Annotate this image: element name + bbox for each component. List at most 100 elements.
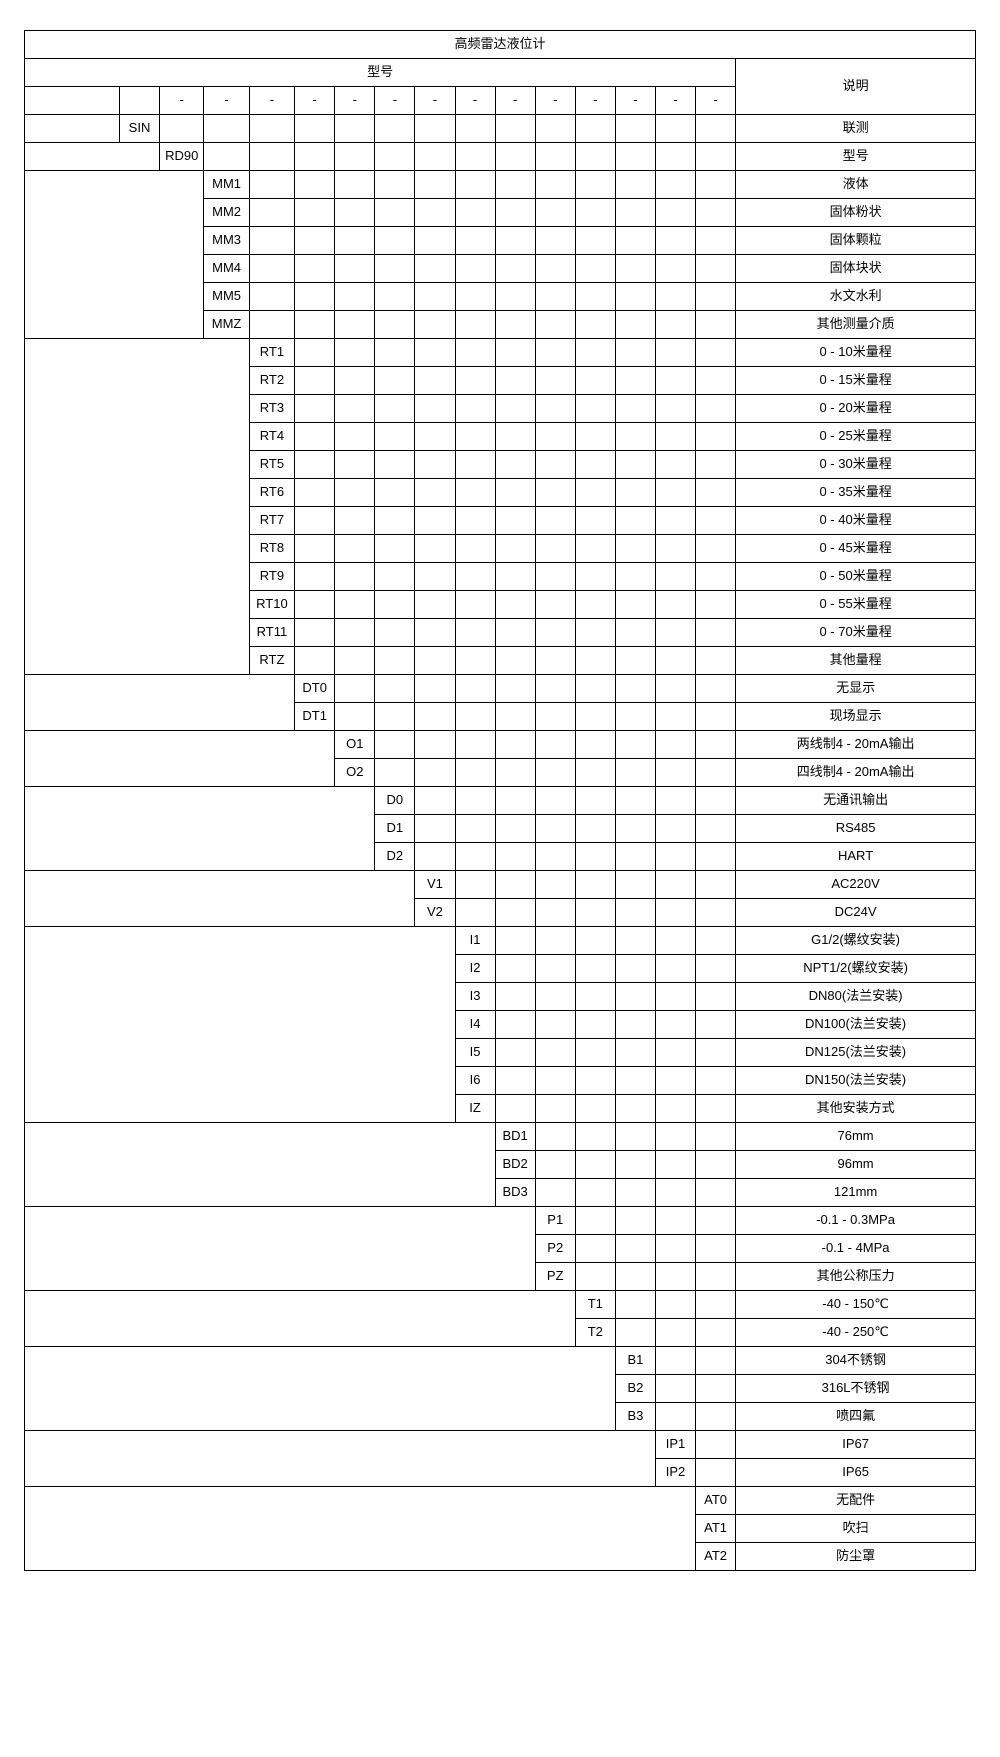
empty-model-cell: [454, 898, 496, 927]
empty-model-cell: [695, 982, 737, 1011]
empty-model-cell: [574, 1262, 616, 1291]
empty-model-cell: [574, 870, 616, 899]
description-cell: 96mm: [735, 1150, 976, 1179]
table-row: RT2 0 - 15米量程: [25, 366, 976, 395]
description-cell: 0 - 35米量程: [735, 478, 976, 507]
empty-model-cell: [248, 254, 296, 283]
empty-model-cell: [574, 646, 616, 675]
empty-model-cell: [454, 646, 496, 675]
empty-model-cell: [454, 394, 496, 423]
empty-model-cell: [654, 562, 697, 591]
empty-model-cell: [574, 142, 616, 171]
model-code-cell: D0: [374, 786, 416, 815]
description-cell: 0 - 50米量程: [735, 562, 976, 591]
empty-model-cell: [374, 702, 416, 731]
empty-model-cell: [494, 226, 536, 255]
table-row: RT4 0 - 25米量程: [25, 422, 976, 451]
empty-model-cell: [494, 338, 536, 367]
empty-model-cell: [534, 450, 576, 479]
description-cell: RS485: [735, 814, 976, 843]
empty-model-cell: [614, 1150, 656, 1179]
model-code-cell: V1: [414, 870, 456, 899]
empty-model-cell: [654, 198, 697, 227]
empty-model-cell: [695, 142, 737, 171]
empty-model-cell: [454, 310, 496, 339]
empty-model-cell: [494, 590, 536, 619]
empty-model-cell: [494, 142, 536, 171]
table-row: AT2 防尘罩: [25, 1542, 976, 1571]
empty-model-cell: [248, 142, 296, 171]
empty-model-cell: [454, 814, 496, 843]
empty-model-cell: [614, 898, 656, 927]
empty-model-cell: [534, 282, 576, 311]
empty-model-cell: [454, 226, 496, 255]
empty-model-cell: [454, 534, 496, 563]
empty-model-cell: [695, 1234, 737, 1263]
model-code-cell: RT3: [248, 394, 296, 423]
table-row: B3 喷四氟: [25, 1402, 976, 1431]
empty-model-cell: [534, 534, 576, 563]
model-code-cell: BD3: [494, 1178, 536, 1207]
empty-model-cell: [574, 590, 616, 619]
model-separator-dash: -: [159, 86, 205, 115]
empty-model-cell: [695, 590, 737, 619]
empty-model-cell: [574, 758, 616, 787]
description-cell: 0 - 70米量程: [735, 618, 976, 647]
model-separator-dash: -: [334, 86, 376, 115]
empty-model-cell: [654, 1262, 697, 1291]
model-separator-dash: -: [654, 86, 697, 115]
empty-model-cell: [294, 618, 336, 647]
empty-model-cell: [695, 926, 737, 955]
empty-model-cell: [494, 450, 536, 479]
model-separator-dash: -: [454, 86, 496, 115]
empty-model-cell: [494, 786, 536, 815]
empty-model-cell: [574, 562, 616, 591]
empty-model-cell: [695, 814, 737, 843]
empty-model-cell: [334, 282, 376, 311]
empty-model-cell: [534, 674, 576, 703]
model-code-cell: MM1: [203, 170, 250, 199]
empty-model-cell: [695, 1458, 737, 1487]
description-cell: DN125(法兰安装): [735, 1038, 976, 1067]
page-title: 高频雷达液位计: [24, 30, 976, 59]
model-code-cell: I4: [454, 1010, 496, 1039]
table-row: IP2 IP65: [25, 1458, 976, 1487]
table-row: 喇叭口直径 BD1 76mm: [24, 1122, 976, 1207]
empty-model-cell: [695, 198, 737, 227]
empty-model-cell: [374, 394, 416, 423]
model-code-cell: MMZ: [203, 310, 250, 339]
empty-model-cell: [614, 870, 656, 899]
empty-model-cell: [334, 226, 376, 255]
empty-model-cell: [294, 114, 336, 143]
model-code-cell: P1: [534, 1206, 576, 1235]
model-code-cell: SIN: [118, 114, 161, 143]
model-code-cell: RD90: [159, 142, 205, 171]
empty-model-cell: [695, 1094, 737, 1123]
empty-model-cell: [654, 758, 697, 787]
empty-model-cell: [494, 478, 536, 507]
empty-model-cell: [203, 142, 250, 171]
empty-model-cell: [574, 282, 616, 311]
model-separator-dash: -: [248, 86, 296, 115]
description-cell: DN100(法兰安装): [735, 1010, 976, 1039]
empty-model-cell: [695, 114, 737, 143]
empty-model-cell: [414, 450, 456, 479]
empty-model-cell: [534, 926, 576, 955]
model-code-cell: T2: [574, 1318, 616, 1347]
table-row: BD3 121mm: [25, 1178, 976, 1207]
empty-model-cell: [494, 198, 536, 227]
empty-model-cell: [334, 534, 376, 563]
empty-model-cell: [534, 254, 576, 283]
empty-model-cell: [574, 478, 616, 507]
model-separator-dash: -: [695, 86, 737, 115]
empty-model-cell: [574, 1234, 616, 1263]
empty-model-cell: [695, 1066, 737, 1095]
empty-model-cell: [414, 702, 456, 731]
group-label-29: 安装方式: [24, 926, 456, 1123]
empty-model-cell: [294, 338, 336, 367]
model-code-cell: RT2: [248, 366, 296, 395]
empty-model-cell: [654, 1150, 697, 1179]
description-cell: IP67: [735, 1430, 976, 1459]
empty-model-cell: [294, 254, 336, 283]
empty-model-cell: [574, 170, 616, 199]
